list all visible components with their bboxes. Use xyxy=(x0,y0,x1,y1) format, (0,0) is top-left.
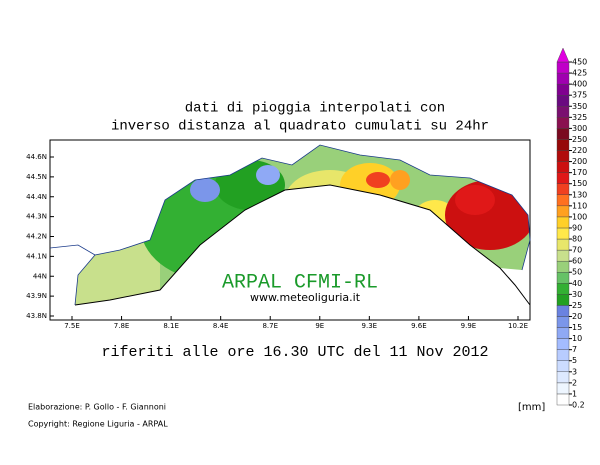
lon-label: 7.5E xyxy=(64,322,80,330)
colorbar-label: 150 xyxy=(572,179,587,188)
colorbar-band xyxy=(556,94,570,107)
colorbar-label: 25 xyxy=(572,301,582,310)
colorbar-band xyxy=(556,216,570,229)
lat-label: 44.4N xyxy=(26,193,47,201)
colorbar-label: 300 xyxy=(572,124,587,133)
colorbar-band xyxy=(556,117,570,129)
colorbar-band xyxy=(556,161,570,173)
colorbar-label: 30 xyxy=(572,290,582,299)
colorbar-band xyxy=(556,128,570,140)
colorbar-label: 450 xyxy=(572,58,587,67)
colorbar-label: 350 xyxy=(572,102,587,111)
colorbar-label: 130 xyxy=(572,190,587,199)
colorbar-label: 15 xyxy=(572,323,582,332)
colorbar-label: 400 xyxy=(572,80,587,89)
lat-label: 44.6N xyxy=(26,153,47,161)
colorbar-band xyxy=(556,382,570,395)
colorbar-band xyxy=(556,260,570,273)
title-line2: inverso distanza al quadrato cumulati su… xyxy=(111,119,489,135)
lon-label: 8.1E xyxy=(163,322,179,330)
colorbar-label: 170 xyxy=(572,168,587,177)
colorbar-band xyxy=(556,272,570,284)
region-border xyxy=(49,144,531,306)
lat-label: 43.9N xyxy=(26,292,47,300)
colorbar-label: 0.2 xyxy=(572,401,585,410)
colorbar-label: 80 xyxy=(572,235,582,244)
colorbar-label: 425 xyxy=(572,69,587,78)
colorbar-label: 20 xyxy=(572,312,582,321)
colorbar-band xyxy=(556,172,570,184)
colorbar-band xyxy=(556,338,570,350)
colorbar-band xyxy=(556,283,570,295)
colorbar-label: 220 xyxy=(572,146,587,155)
credits: Elaborazione: P. Gollo - F. Giannoni xyxy=(28,403,166,412)
lon-label: 7.8E xyxy=(114,322,130,330)
colorbar-label: 110 xyxy=(572,201,587,210)
lon-label: 8.7E xyxy=(262,322,278,330)
colorbar-label: 70 xyxy=(572,246,582,255)
lat-label: 44.1N xyxy=(26,252,47,260)
subtitle: riferiti alle ore 16.30 UTC del 11 Nov 2… xyxy=(101,344,488,361)
colorbar-label: 2 xyxy=(572,378,577,387)
lat-label: 43.8N xyxy=(26,312,47,320)
watermark: ARPAL CFMI-RL xyxy=(222,271,378,294)
colorbar-label: 200 xyxy=(572,157,587,166)
colorbar-band xyxy=(556,61,570,74)
colorbar-band xyxy=(556,106,570,118)
lon-label: 10.2E xyxy=(508,322,528,330)
colorbar-band xyxy=(556,305,570,317)
title-line1: dati di pioggia interpolati con xyxy=(185,101,445,117)
lon-label: 9E xyxy=(315,322,324,330)
lon-label: 9.3E xyxy=(362,322,378,330)
colorbar-band xyxy=(556,393,570,406)
colorbar-band xyxy=(556,360,570,373)
colorbar-band xyxy=(556,238,570,251)
colorbar-band xyxy=(556,183,570,195)
colorbar-band xyxy=(556,227,570,240)
colorbar-label: 7 xyxy=(572,345,577,354)
colorbar-label: 3 xyxy=(572,367,577,376)
lon-label: 9.9E xyxy=(461,322,477,330)
lat-label: 44.5N xyxy=(26,173,47,181)
colorbar-band xyxy=(556,316,570,328)
colorbar-band xyxy=(556,249,570,262)
colorbar-band xyxy=(556,294,570,306)
colorbar-label: 250 xyxy=(572,135,587,144)
lat-label: 44.2N xyxy=(26,233,47,241)
colorbar-label: 60 xyxy=(572,257,582,266)
colorbar-band xyxy=(556,371,570,384)
colorbar-arrow xyxy=(556,47,570,63)
colorbar-band xyxy=(556,327,570,339)
copyright: Copyright: Regione Liguria - ARPAL xyxy=(28,420,168,429)
colorbar-band xyxy=(556,349,570,361)
lat-label: 44.3N xyxy=(26,213,47,221)
colorbar-label: 10 xyxy=(572,334,582,343)
colorbar-band xyxy=(556,83,570,96)
colorbar-band xyxy=(556,150,570,162)
colorbar-label: 375 xyxy=(572,91,587,100)
coastline xyxy=(74,184,531,306)
colorbar-label: 5 xyxy=(572,356,577,365)
colorbar-band xyxy=(556,139,570,151)
colorbar-band xyxy=(556,194,570,207)
colorbar-band xyxy=(556,205,570,218)
colorbar-label: 1 xyxy=(572,389,577,398)
colorbar-label: 90 xyxy=(572,223,582,232)
lat-label: 44N xyxy=(33,272,47,280)
colorbar-label: 40 xyxy=(572,279,582,288)
colorbar-label: 50 xyxy=(572,268,582,277)
colorbar-label: 100 xyxy=(572,212,587,221)
lon-label: 9.6E xyxy=(411,322,427,330)
lon-label: 8.4E xyxy=(213,322,229,330)
website: www.meteoliguria.it xyxy=(250,291,361,304)
unit-label: [mm] xyxy=(518,402,545,413)
colorbar-label: 325 xyxy=(572,113,587,122)
colorbar-band xyxy=(556,72,570,85)
